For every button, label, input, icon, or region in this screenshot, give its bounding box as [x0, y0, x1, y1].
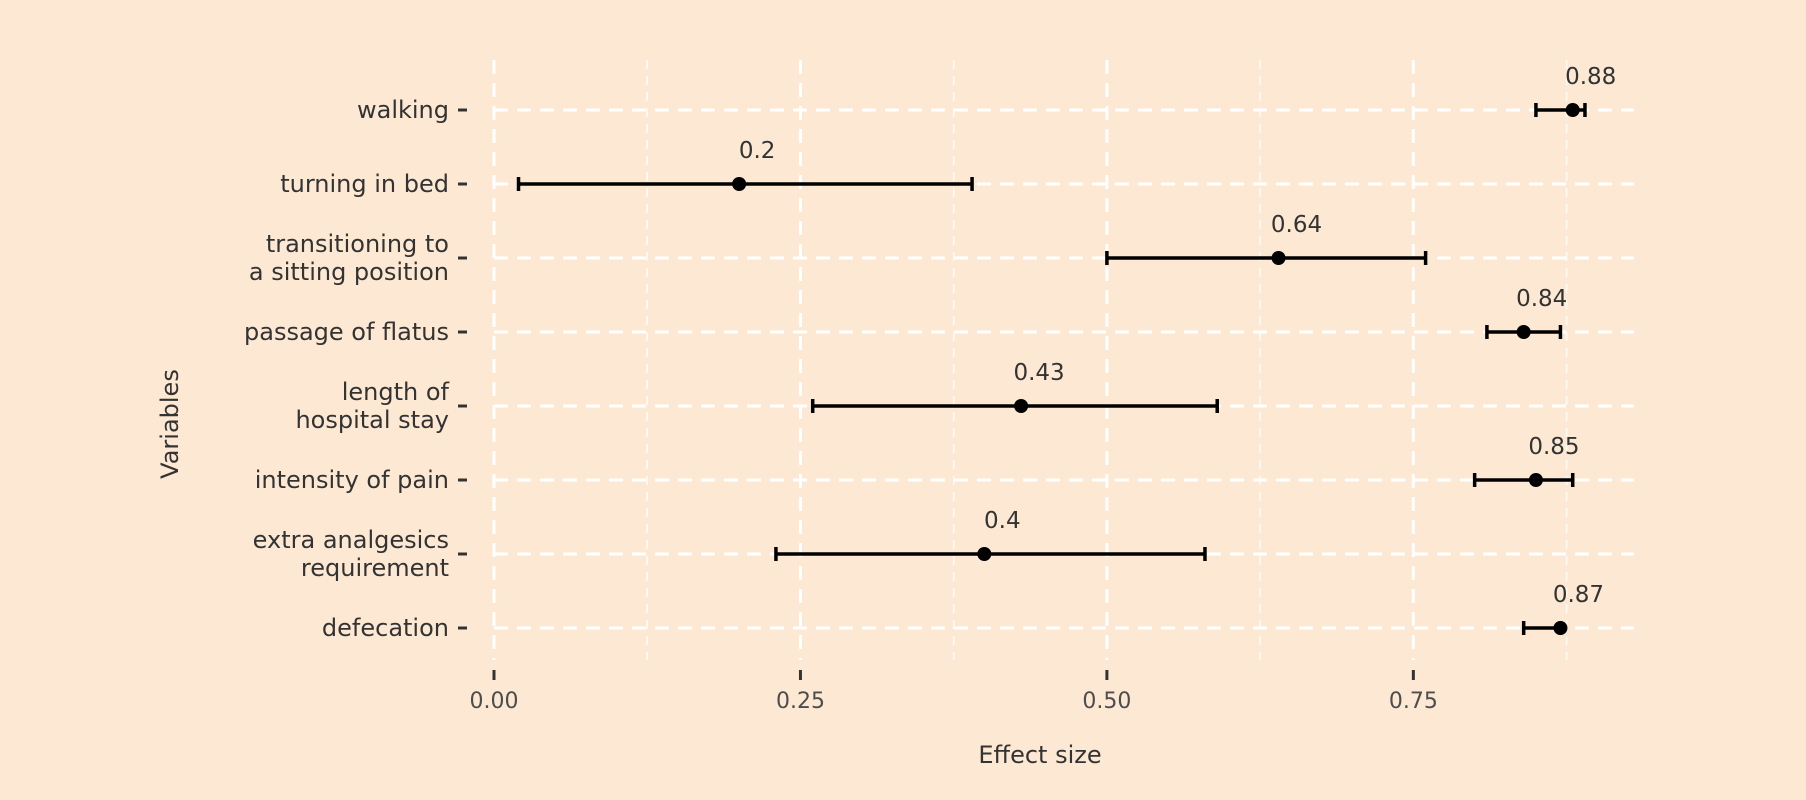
point-estimate [1014, 399, 1029, 413]
point-estimate [1565, 103, 1580, 117]
y-axis-category-label: passage of flatus [244, 318, 449, 346]
data-label: 0.87 [1553, 582, 1604, 608]
y-axis-category-label: intensity of pain [255, 466, 449, 494]
point-estimate [732, 177, 747, 191]
x-axis-ticks [492, 670, 1415, 680]
point-estimate [1553, 621, 1568, 635]
y-axis-category-labels: walking turning in bed transitioning toa s… [244, 96, 450, 642]
point-estimate [1271, 251, 1286, 265]
point-estimate [1528, 473, 1543, 487]
point-estimate [977, 547, 992, 561]
data-label: 0.64 [1271, 212, 1322, 238]
data-label: 0.85 [1528, 434, 1579, 460]
y-axis-category-label: hospital stay [295, 406, 449, 434]
point-estimate [1516, 325, 1531, 339]
y-axis-category-label: transitioning to [266, 230, 449, 258]
x-axis-tick-label: 0.25 [776, 689, 825, 714]
x-axis-title: Effect size [978, 741, 1101, 769]
y-axis-category-label: defecation [322, 614, 449, 642]
y-axis-category-label: a sitting position [249, 258, 449, 286]
data-label: 0.4 [984, 508, 1021, 534]
data-label: 0.88 [1565, 64, 1616, 90]
data-label: 0.84 [1516, 286, 1567, 312]
y-axis-ticks [458, 108, 467, 630]
x-axis-tick-label: 0.75 [1389, 689, 1438, 714]
data-label: 0.43 [1013, 360, 1064, 386]
y-axis-category-label: length of [342, 378, 450, 406]
y-axis-title: Variables [156, 369, 184, 479]
x-axis-tick-labels: 0.00 0.25 0.50 0.75 [470, 689, 1438, 714]
x-axis-tick-label: 0.50 [1082, 689, 1131, 714]
data-label: 0.2 [739, 138, 776, 164]
effect-size-marks: 0.88 0.2 0.64 0.84 0.43 0.85 0.4 0.87 [516, 64, 1616, 635]
y-axis-category-label: walking [357, 96, 449, 124]
x-axis-tick-label: 0.00 [470, 689, 519, 714]
y-axis-category-label: requirement [301, 554, 449, 582]
y-axis-category-label: turning in bed [280, 170, 449, 198]
grid-minor-lines [646, 60, 1568, 660]
y-axis-category-label: extra analgesics [253, 526, 449, 554]
